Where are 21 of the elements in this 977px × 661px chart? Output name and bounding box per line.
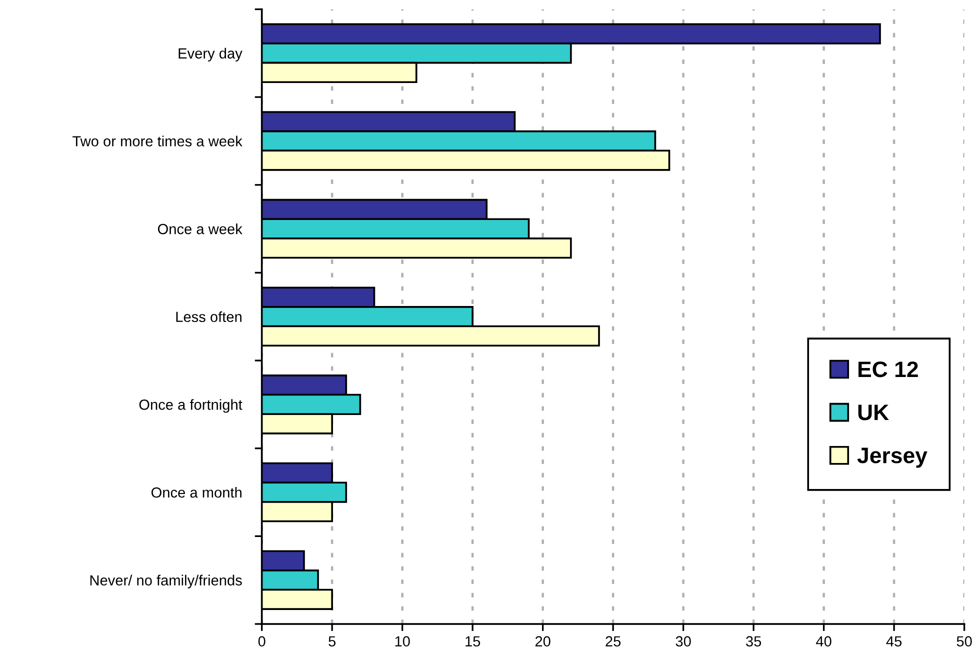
x-tick-label: 10 [395,636,410,646]
legend-label: Jersey [857,448,928,468]
legend-label: UK [858,404,889,420]
x-tick-label: 20 [535,636,550,646]
y-tick-label: Every day [178,48,242,62]
y-tick-label: Once a month [151,486,242,498]
x-tick-label: 50 [956,636,972,646]
x-tick-label: 25 [606,636,621,646]
x-tick-label: 40 [816,636,832,646]
legend-label: EC 12 [858,361,918,378]
y-tick-label: Once a fortnight [139,399,242,413]
x-tick-label: 35 [746,636,762,646]
y-tick-label: Never/ no family/friends [90,574,242,588]
x-tick-label: 0 [258,636,266,646]
y-tick-label: Less often [176,311,242,322]
y-tick-label: Once a week [158,224,242,234]
x-tick-label: 5 [328,636,336,646]
x-tick-label: 15 [466,636,480,646]
x-tick-label: 45 [886,636,902,646]
y-tick-label: Two or more times a week [72,136,242,146]
x-tick-label: 30 [676,636,691,646]
